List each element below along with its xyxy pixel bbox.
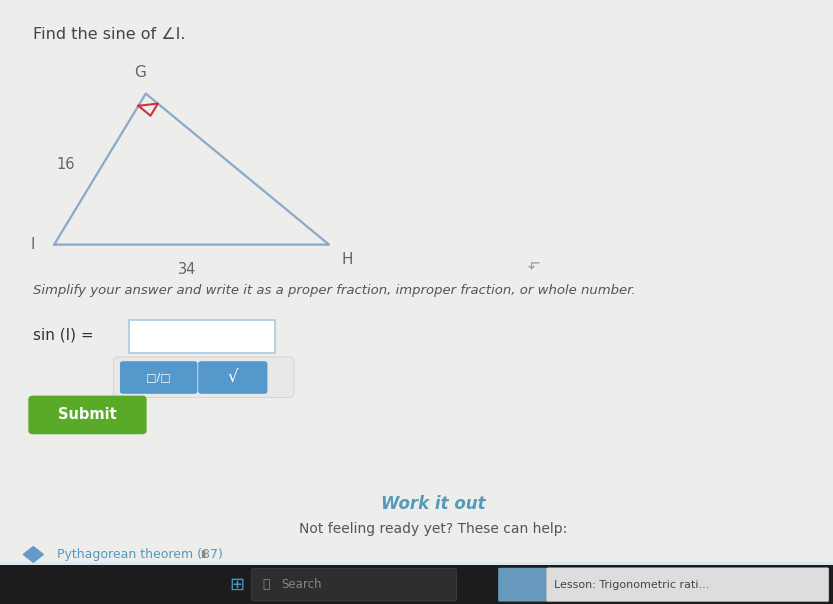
Text: ▮: ▮ — [200, 550, 205, 559]
Text: Lesson: Trigonometric rati...: Lesson: Trigonometric rati... — [554, 580, 710, 590]
Text: Simplify your answer and write it as a proper fraction, improper fraction, or wh: Simplify your answer and write it as a p… — [33, 284, 636, 297]
Polygon shape — [23, 547, 43, 562]
Text: ⊞: ⊞ — [230, 576, 245, 594]
Text: ↳: ↳ — [521, 260, 536, 274]
Text: Work it out: Work it out — [381, 495, 486, 513]
Text: Find the sine of ∠I.: Find the sine of ∠I. — [33, 27, 186, 42]
FancyBboxPatch shape — [498, 568, 547, 602]
Text: 16: 16 — [57, 157, 75, 172]
FancyBboxPatch shape — [252, 568, 456, 601]
Text: sin (I) =: sin (I) = — [33, 328, 94, 342]
FancyBboxPatch shape — [28, 396, 147, 434]
Text: Pythagorean theorem (87): Pythagorean theorem (87) — [57, 548, 222, 561]
FancyBboxPatch shape — [120, 361, 197, 394]
Text: Submit: Submit — [58, 408, 117, 422]
Text: H: H — [342, 252, 353, 267]
FancyBboxPatch shape — [546, 568, 829, 602]
Text: G: G — [134, 65, 146, 80]
Bar — [0, 565, 833, 604]
FancyBboxPatch shape — [113, 357, 294, 397]
Text: Search: Search — [282, 578, 322, 591]
Text: ⌕: ⌕ — [262, 578, 270, 591]
FancyBboxPatch shape — [198, 361, 267, 394]
Text: □/□: □/□ — [146, 373, 171, 382]
Text: Not feeling ready yet? These can help:: Not feeling ready yet? These can help: — [299, 521, 567, 536]
Text: √: √ — [227, 368, 237, 387]
FancyBboxPatch shape — [129, 320, 275, 353]
Text: 34: 34 — [178, 262, 197, 277]
Text: I: I — [31, 237, 35, 252]
